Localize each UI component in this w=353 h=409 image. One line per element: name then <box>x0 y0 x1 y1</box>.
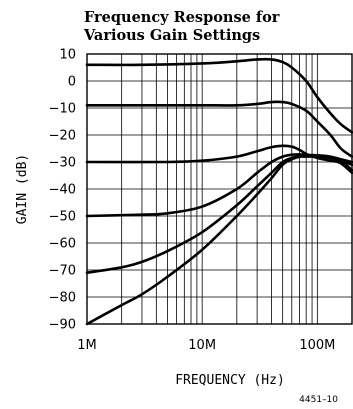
plot-frame <box>86 53 353 325</box>
gain-curve-5 <box>85 155 353 274</box>
y-tick-label: 10 <box>59 48 76 63</box>
y-tick-label: −20 <box>49 129 76 144</box>
y-tick-label: −50 <box>49 210 76 225</box>
y-tick-label: −70 <box>49 264 76 279</box>
y-tick-label: −10 <box>49 102 76 117</box>
y-tick-label: −60 <box>49 237 76 252</box>
chart-title-line-2: Various Gain Settings <box>83 27 260 44</box>
response-curves <box>85 57 353 326</box>
figure-number: 4451–10 <box>299 395 338 405</box>
gain-curve-1 <box>85 57 353 134</box>
x-tick-label: 10M <box>188 338 216 353</box>
gain-curve-6 <box>85 153 353 326</box>
chart-title-line-1: Frequency Response for <box>84 9 280 26</box>
y-tick-label: 0 <box>68 75 76 90</box>
x-tick-label: 1M <box>77 338 97 353</box>
y-tick-label: −90 <box>49 318 76 333</box>
x-tick-label: 100M <box>299 338 335 353</box>
y-axis-label: GAIN (dB) <box>15 154 30 224</box>
y-tick-labels: 10 0 −10 −20 −30 −40 −50 −60 −70 −80 −90 <box>49 48 76 333</box>
gain-curve-2 <box>85 100 353 158</box>
x-axis-label: FREQUENCY (Hz) <box>175 373 285 388</box>
x-tick-labels: 1M 10M 100M <box>77 338 335 353</box>
plot-grid <box>87 53 352 325</box>
y-tick-label: −40 <box>49 183 76 198</box>
y-tick-label: −30 <box>49 156 76 171</box>
gain-curve-3 <box>85 144 353 175</box>
y-tick-label: −80 <box>49 291 76 306</box>
